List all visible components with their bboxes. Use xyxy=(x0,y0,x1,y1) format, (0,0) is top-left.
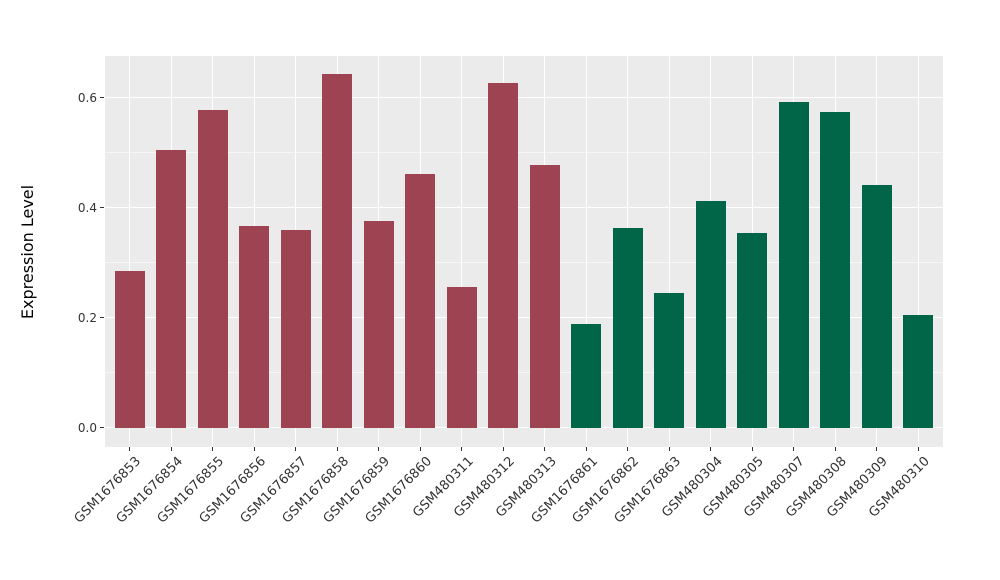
x-tick-mark xyxy=(751,447,753,451)
y-axis-title: Expression Level xyxy=(18,184,37,320)
y-tick-mark xyxy=(100,317,104,318)
x-gridline xyxy=(917,56,919,447)
bar-GSM480308 xyxy=(820,112,851,428)
x-tick-mark xyxy=(917,447,919,451)
bar-GSM480305 xyxy=(737,232,768,428)
bar-GSM1676854 xyxy=(156,150,187,428)
minor-gridline xyxy=(105,261,943,263)
y-tick-mark xyxy=(100,207,104,208)
x-tick-mark xyxy=(129,447,131,451)
major-gridline xyxy=(105,426,943,428)
x-gridline xyxy=(585,56,587,447)
bar-GSM1676861 xyxy=(571,324,602,428)
x-tick-mark xyxy=(461,447,463,451)
major-gridline xyxy=(105,96,943,98)
bar-GSM480313 xyxy=(529,165,560,428)
x-tick-mark xyxy=(502,447,504,451)
bar-GSM480307 xyxy=(778,101,809,428)
y-tick-label: 0.2 xyxy=(77,310,97,325)
x-gridline xyxy=(668,56,670,447)
bar-GSM480310 xyxy=(903,314,934,428)
x-tick-mark xyxy=(834,447,836,451)
x-gridline xyxy=(129,56,131,447)
bar-GSM1676859 xyxy=(363,220,394,428)
bar-GSM480309 xyxy=(861,184,892,428)
x-gridline xyxy=(461,56,463,447)
y-tick-mark xyxy=(100,427,104,428)
bar-GSM1676862 xyxy=(612,227,643,428)
bar-GSM1676855 xyxy=(197,110,228,428)
bar-GSM1676853 xyxy=(114,271,145,428)
plot-panel xyxy=(105,56,943,447)
x-tick-mark xyxy=(585,447,587,451)
bar-GSM480304 xyxy=(695,200,726,428)
x-tick-mark xyxy=(876,447,878,451)
y-tick-label: 0.0 xyxy=(77,420,97,435)
x-tick-mark xyxy=(419,447,421,451)
bar-GSM480312 xyxy=(488,82,519,428)
bar-GSM1676863 xyxy=(654,292,685,428)
bar-GSM1676858 xyxy=(322,73,353,428)
bar-GSM1676856 xyxy=(239,226,270,428)
minor-gridline xyxy=(105,371,943,373)
x-tick-mark xyxy=(378,447,380,451)
major-gridline xyxy=(105,206,943,208)
x-tick-mark xyxy=(668,447,670,451)
x-tick-mark xyxy=(295,447,297,451)
x-tick-mark xyxy=(544,447,546,451)
y-tick-label: 0.4 xyxy=(77,200,97,215)
major-gridline xyxy=(105,316,943,318)
x-tick-mark xyxy=(170,447,172,451)
y-tick-mark xyxy=(100,97,104,98)
bar-GSM1676860 xyxy=(405,173,436,428)
x-tick-mark xyxy=(253,447,255,451)
y-tick-label: 0.6 xyxy=(77,90,97,105)
x-tick-mark xyxy=(710,447,712,451)
bar-GSM480311 xyxy=(446,286,477,428)
x-tick-mark xyxy=(627,447,629,451)
minor-gridline xyxy=(105,151,943,153)
x-tick-mark xyxy=(212,447,214,451)
x-tick-mark xyxy=(793,447,795,451)
x-tick-mark xyxy=(336,447,338,451)
bar-GSM1676857 xyxy=(280,230,311,428)
